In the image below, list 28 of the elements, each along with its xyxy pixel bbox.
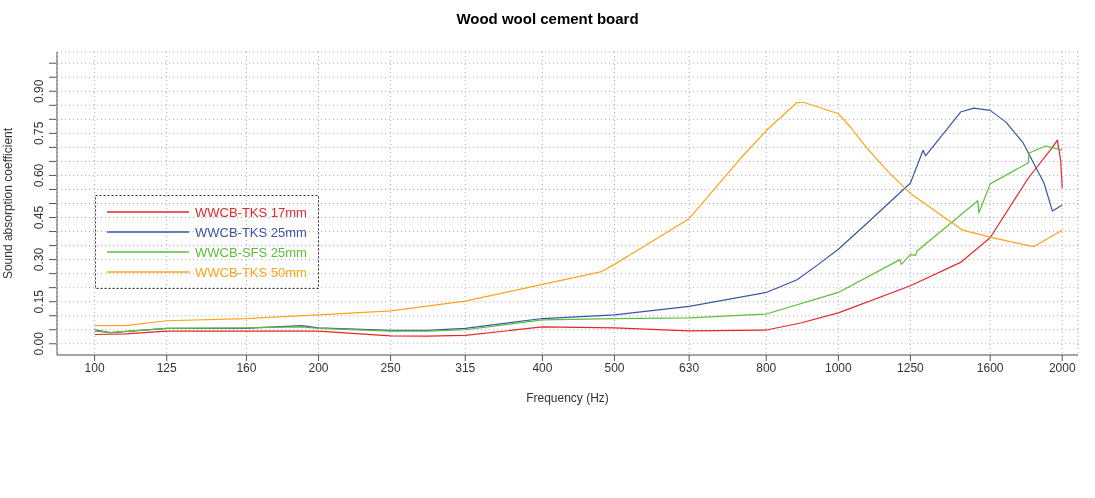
y-tick-label: 0.00 (32, 331, 46, 356)
x-tick-label: 100 (84, 360, 105, 375)
x-tick-label: 1250 (897, 360, 925, 375)
x-tick-label: 630 (679, 360, 700, 375)
x-tick-label: 200 (308, 360, 329, 375)
y-tick-label: 0.75 (32, 121, 46, 146)
text: WWCB-SFS 25mm (195, 244, 307, 260)
x-tick-label: 800 (756, 360, 777, 375)
y-tick-label: 0.90 (32, 79, 46, 103)
x-tick-label: 125 (156, 360, 178, 375)
x-axis-title: Frequency (Hz) (526, 391, 609, 405)
x-tick-label: 160 (236, 360, 257, 375)
x-tick-label: 1000 (825, 360, 853, 375)
text: WWCB-TKS 50mm (195, 264, 307, 280)
text: WWCB-TKS 17mm (195, 204, 307, 220)
x-tick-label: 315 (455, 360, 476, 375)
y-tick-label: 0.45 (32, 205, 46, 230)
y-axis-title: Sound absorption coefficient (1, 127, 16, 280)
y-tick-label: 0.15 (32, 289, 46, 314)
x-tick-label: 1600 (976, 360, 1004, 375)
y-tick-label: 0.60 (32, 163, 46, 188)
y-tick-label: 0.30 (32, 247, 46, 272)
x-tick-label: 500 (604, 360, 625, 375)
text: WWCB-TKS 25mm (195, 224, 307, 240)
x-tick-label: 250 (380, 360, 401, 375)
x-tick-label: 2000 (1048, 360, 1076, 375)
x-tick-label: 400 (532, 360, 553, 375)
chart-title: Wood wool cement board (455, 10, 640, 27)
